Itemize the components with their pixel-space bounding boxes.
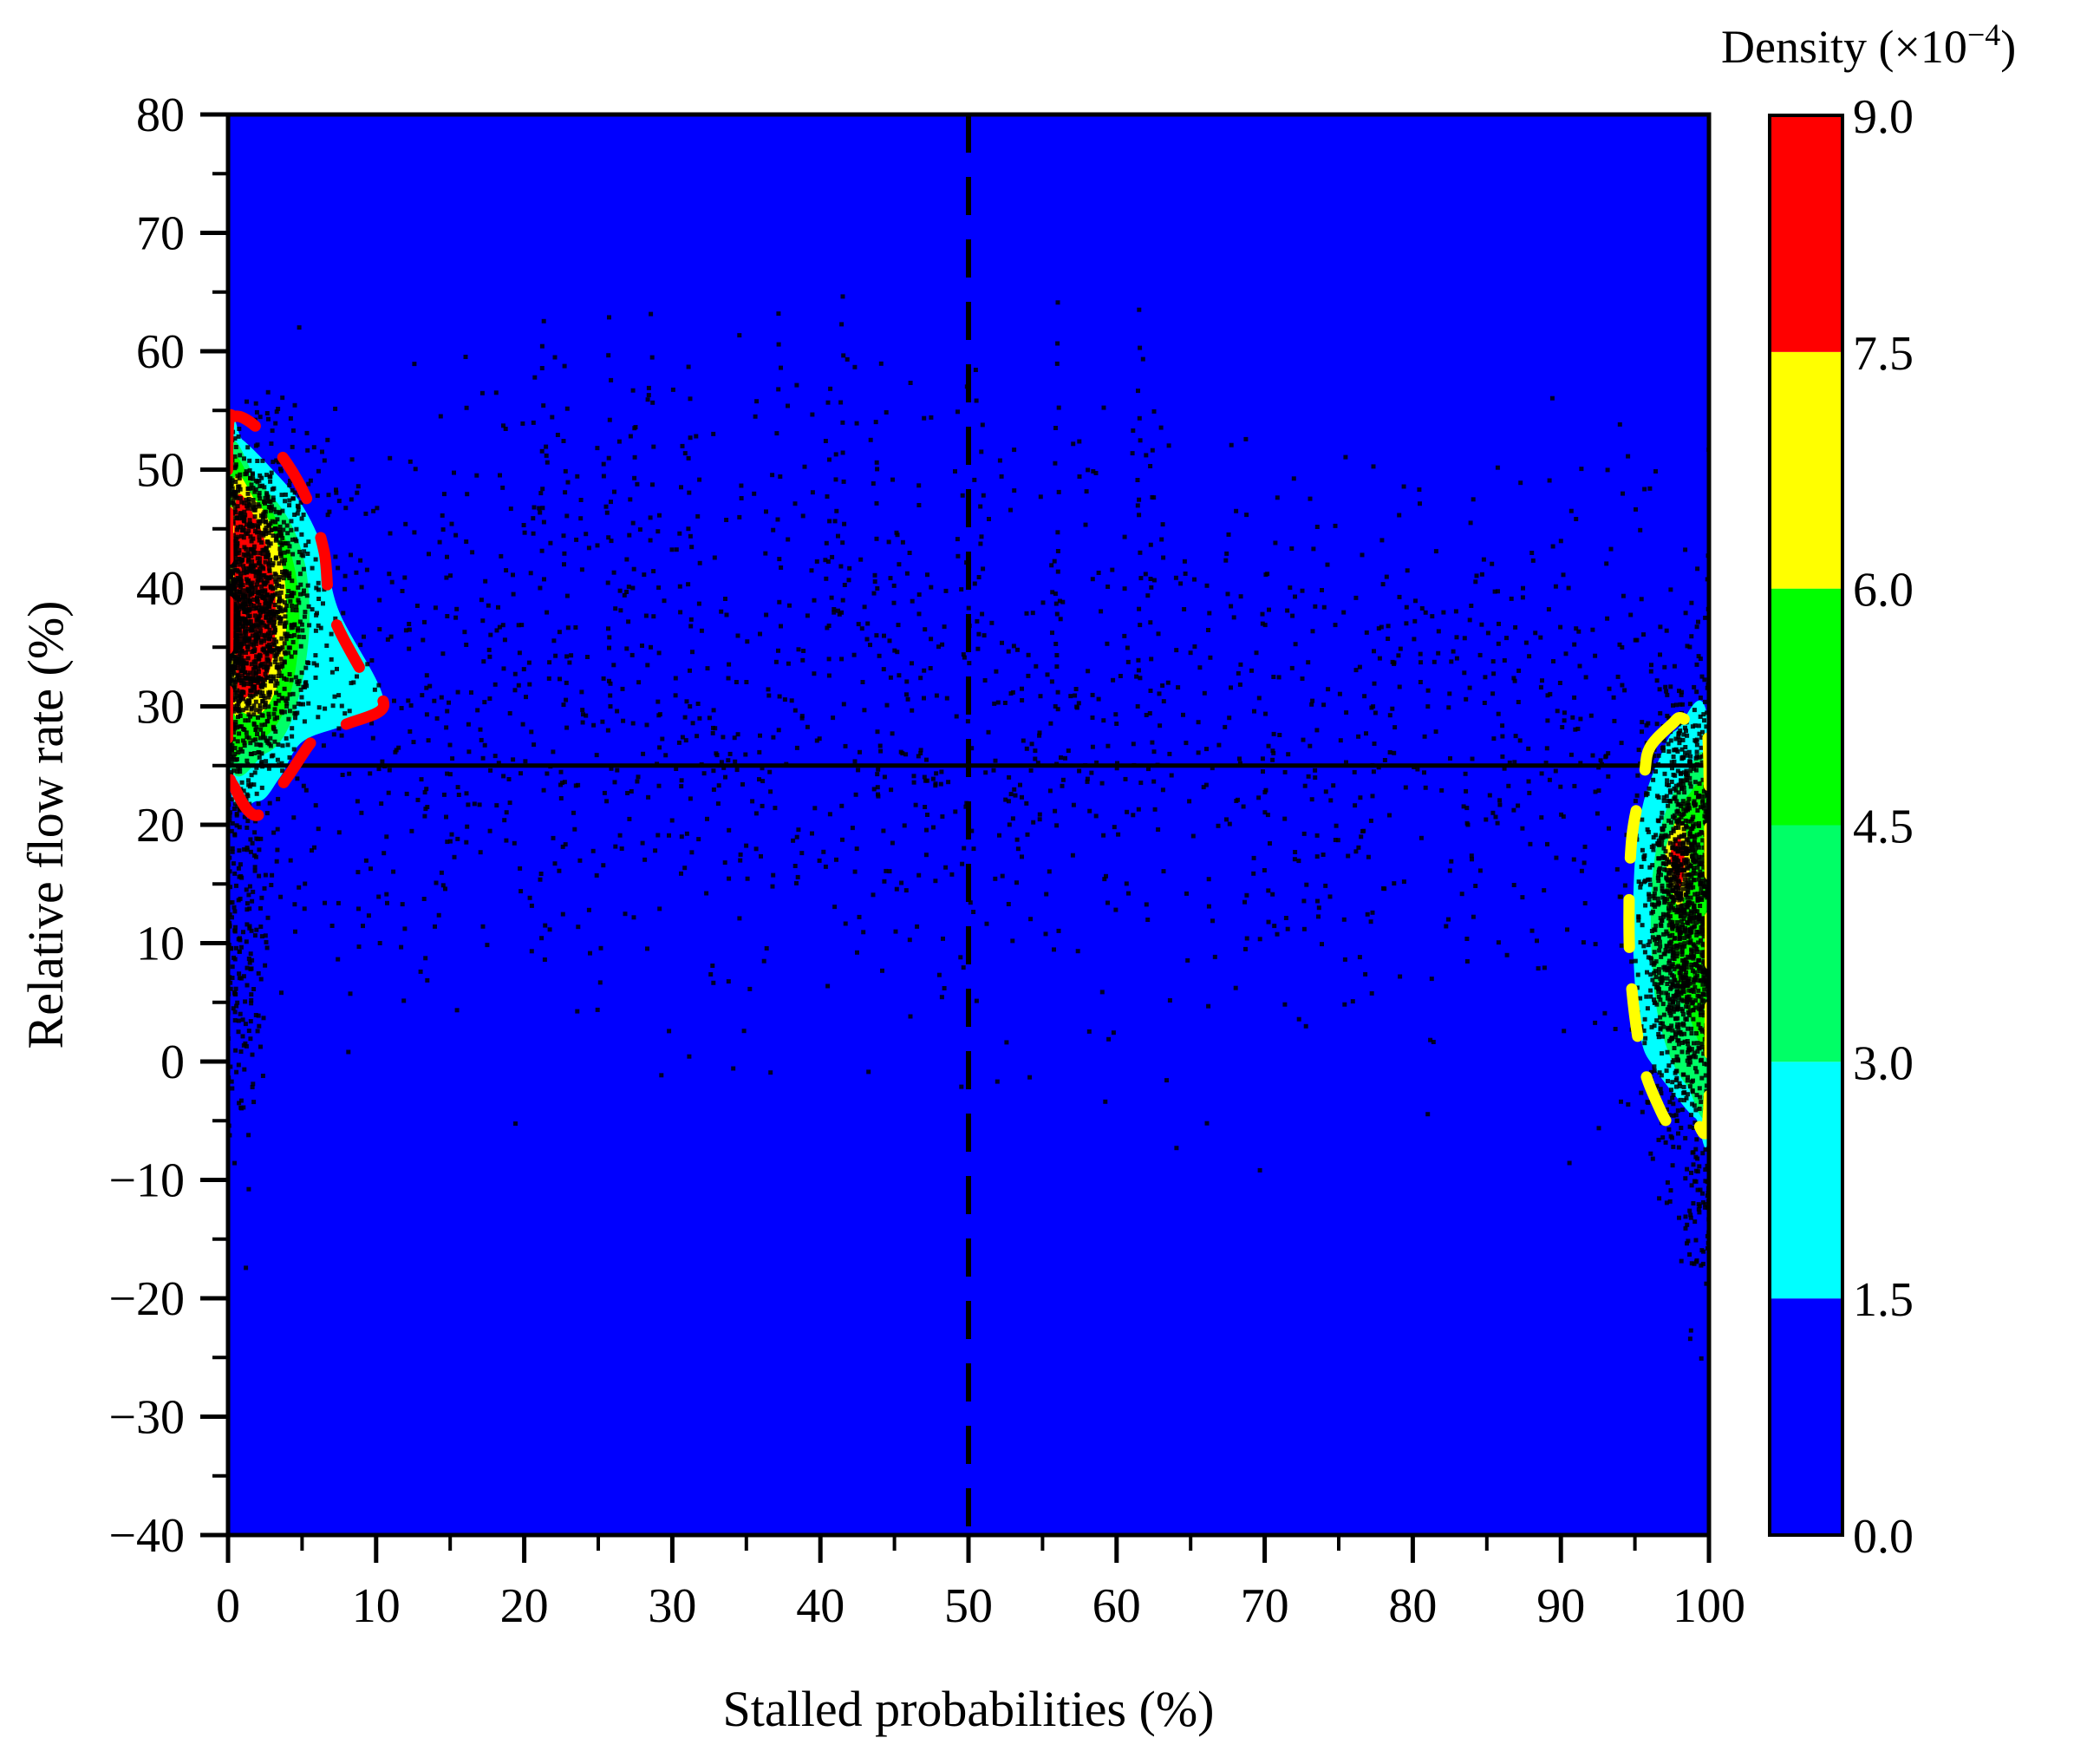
y-tick-label: 60 (136, 325, 185, 379)
y-tick-label: 0 (160, 1036, 185, 1089)
colorbar-frame (1768, 114, 1844, 1537)
y-axis-title: Relative flow rate (%) (17, 601, 74, 1049)
cluster-low-stall-outline (228, 408, 389, 821)
x-axis-ticks: 0 10 20 30 40 50 60 70 80 90 100 (216, 1535, 1745, 1633)
colorbar-tick-label: 7.5 (1853, 327, 1914, 381)
x-tick-label: 10 (352, 1579, 401, 1633)
y-tick-label: 40 (136, 562, 185, 616)
x-tick-label: 40 (796, 1579, 845, 1633)
colorbar-tick-label: 6.0 (1853, 564, 1914, 617)
colorbar-tick-label: 3.0 (1853, 1036, 1914, 1090)
y-tick-label: 10 (136, 918, 185, 971)
x-axis-title: Stalled probabilities (%) (723, 1681, 1215, 1737)
x-tick-label: 30 (648, 1579, 696, 1633)
colorbar-title: Density (×10−4) (1721, 17, 2016, 73)
y-tick-label: 30 (136, 681, 185, 735)
x-tick-label: 20 (500, 1579, 549, 1633)
y-tick-label: 70 (136, 207, 185, 261)
y-tick-label: −30 (108, 1391, 185, 1445)
colorbar-segment (1770, 1062, 1842, 1299)
x-tick-label: 70 (1241, 1579, 1289, 1633)
colorbar-tick-label: 4.5 (1853, 800, 1914, 854)
y-tick-label: −40 (108, 1509, 185, 1563)
x-tick-label: 60 (1092, 1579, 1141, 1633)
x-tick-label: 100 (1673, 1579, 1745, 1633)
colorbar-segment (1770, 351, 1842, 589)
y-tick-label: 20 (136, 799, 185, 853)
x-tick-label: 0 (216, 1579, 240, 1633)
x-tick-label: 50 (944, 1579, 993, 1633)
y-tick-label: 50 (136, 444, 185, 498)
colorbar: 0.0 1.5 3.0 4.5 6.0 7.5 9.0 (1768, 90, 1914, 1564)
colorbar-segment (1770, 825, 1842, 1062)
y-tick-label: −20 (108, 1272, 185, 1326)
x-tick-label: 80 (1388, 1579, 1437, 1633)
colorbar-segment (1770, 115, 1842, 352)
y-axis-ticks: −40 −30 −20 −10 0 10 20 30 40 50 60 70 80 (108, 88, 228, 1563)
colorbar-tick-label: 1.5 (1853, 1273, 1914, 1327)
y-tick-label: 80 (136, 88, 185, 142)
cluster-outlines (228, 408, 1709, 1140)
colorbar-segment (1770, 1298, 1842, 1535)
colorbar-segment (1770, 588, 1842, 826)
x-tick-label: 90 (1536, 1579, 1585, 1633)
y-tick-label: −10 (108, 1154, 185, 1208)
colorbar-tick-label: 9.0 (1853, 90, 1914, 144)
colorbar-tick-label: 0.0 (1853, 1510, 1914, 1564)
